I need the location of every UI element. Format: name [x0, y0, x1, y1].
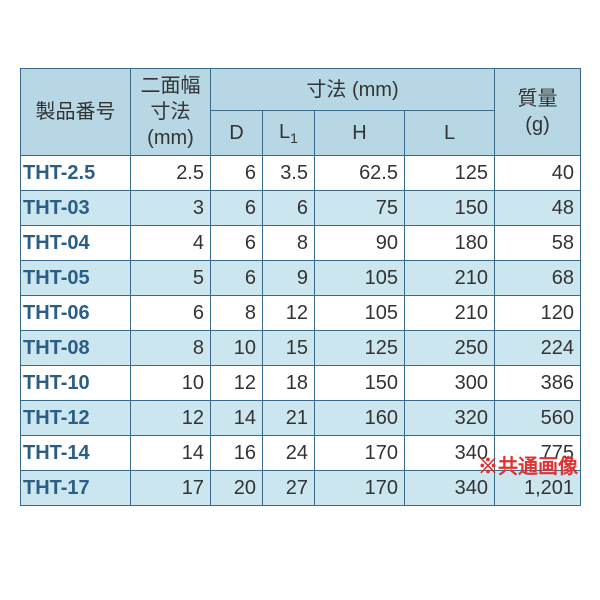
cell-flat-width: 5: [131, 261, 211, 296]
cell-flat-width: 12: [131, 401, 211, 436]
cell-h: 160: [315, 401, 405, 436]
cell-product-no: THT-08: [21, 331, 131, 366]
cell-h: 90: [315, 226, 405, 261]
cell-h: 105: [315, 296, 405, 331]
cell-l: 300: [405, 366, 495, 401]
header-h: H: [315, 111, 405, 156]
cell-mass: 560: [495, 401, 581, 436]
cell-d: 12: [211, 366, 263, 401]
cell-mass: 386: [495, 366, 581, 401]
cell-flat-width: 2.5: [131, 156, 211, 191]
cell-mass: 58: [495, 226, 581, 261]
cell-d: 14: [211, 401, 263, 436]
cell-flat-width: 3: [131, 191, 211, 226]
spec-table: 製品番号 二面幅 寸法 (mm) 寸法 (mm) 質量 (g) D L1 H L…: [20, 68, 581, 506]
cell-flat-width: 8: [131, 331, 211, 366]
cell-flat-width: 14: [131, 436, 211, 471]
cell-l1: 24: [263, 436, 315, 471]
cell-mass: 224: [495, 331, 581, 366]
footnote: ※共通画像: [478, 450, 578, 479]
cell-h: 75: [315, 191, 405, 226]
table-row: THT-0881015125250224: [21, 331, 581, 366]
cell-product-no: THT-17: [21, 471, 131, 506]
cell-l: 125: [405, 156, 495, 191]
cell-l1: 27: [263, 471, 315, 506]
header-d: D: [211, 111, 263, 156]
cell-product-no: THT-10: [21, 366, 131, 401]
cell-l1: 3.5: [263, 156, 315, 191]
cell-l1: 12: [263, 296, 315, 331]
cell-l1: 9: [263, 261, 315, 296]
cell-l: 210: [405, 261, 495, 296]
cell-l: 150: [405, 191, 495, 226]
header-l: L: [405, 111, 495, 156]
table-row: THT-066812105210120: [21, 296, 581, 331]
header-flat-width: 二面幅 寸法 (mm): [131, 69, 211, 156]
cell-mass: 40: [495, 156, 581, 191]
table-row: THT-033667515048: [21, 191, 581, 226]
cell-h: 125: [315, 331, 405, 366]
cell-h: 62.5: [315, 156, 405, 191]
header-dimensions: 寸法 (mm): [211, 69, 495, 111]
cell-mass: 68: [495, 261, 581, 296]
cell-product-no: THT-2.5: [21, 156, 131, 191]
cell-l: 180: [405, 226, 495, 261]
cell-l1: 18: [263, 366, 315, 401]
cell-product-no: THT-14: [21, 436, 131, 471]
cell-l1: 8: [263, 226, 315, 261]
cell-h: 105: [315, 261, 405, 296]
cell-l1: 15: [263, 331, 315, 366]
cell-d: 6: [211, 261, 263, 296]
table-row: THT-10101218150300386: [21, 366, 581, 401]
cell-l1: 6: [263, 191, 315, 226]
cell-product-no: THT-05: [21, 261, 131, 296]
table-row: THT-12121421160320560: [21, 401, 581, 436]
cell-d: 20: [211, 471, 263, 506]
table-header: 製品番号 二面幅 寸法 (mm) 寸法 (mm) 質量 (g) D L1 H L: [21, 69, 581, 156]
cell-d: 16: [211, 436, 263, 471]
cell-flat-width: 17: [131, 471, 211, 506]
cell-mass: 120: [495, 296, 581, 331]
cell-l: 250: [405, 331, 495, 366]
table-row: THT-2.52.563.562.512540: [21, 156, 581, 191]
header-product-no: 製品番号: [21, 69, 131, 156]
cell-flat-width: 4: [131, 226, 211, 261]
cell-product-no: THT-04: [21, 226, 131, 261]
header-mass: 質量 (g): [495, 69, 581, 156]
cell-l: 210: [405, 296, 495, 331]
cell-flat-width: 6: [131, 296, 211, 331]
spec-table-container: 製品番号 二面幅 寸法 (mm) 寸法 (mm) 質量 (g) D L1 H L…: [20, 68, 580, 506]
table-row: THT-044689018058: [21, 226, 581, 261]
header-l1: L1: [263, 111, 315, 156]
cell-d: 6: [211, 191, 263, 226]
cell-l: 320: [405, 401, 495, 436]
cell-h: 150: [315, 366, 405, 401]
cell-product-no: THT-12: [21, 401, 131, 436]
table-row: THT-0556910521068: [21, 261, 581, 296]
cell-d: 6: [211, 226, 263, 261]
cell-l1: 21: [263, 401, 315, 436]
cell-h: 170: [315, 471, 405, 506]
cell-product-no: THT-03: [21, 191, 131, 226]
cell-h: 170: [315, 436, 405, 471]
cell-product-no: THT-06: [21, 296, 131, 331]
cell-mass: 48: [495, 191, 581, 226]
cell-flat-width: 10: [131, 366, 211, 401]
cell-d: 6: [211, 156, 263, 191]
cell-d: 10: [211, 331, 263, 366]
cell-d: 8: [211, 296, 263, 331]
